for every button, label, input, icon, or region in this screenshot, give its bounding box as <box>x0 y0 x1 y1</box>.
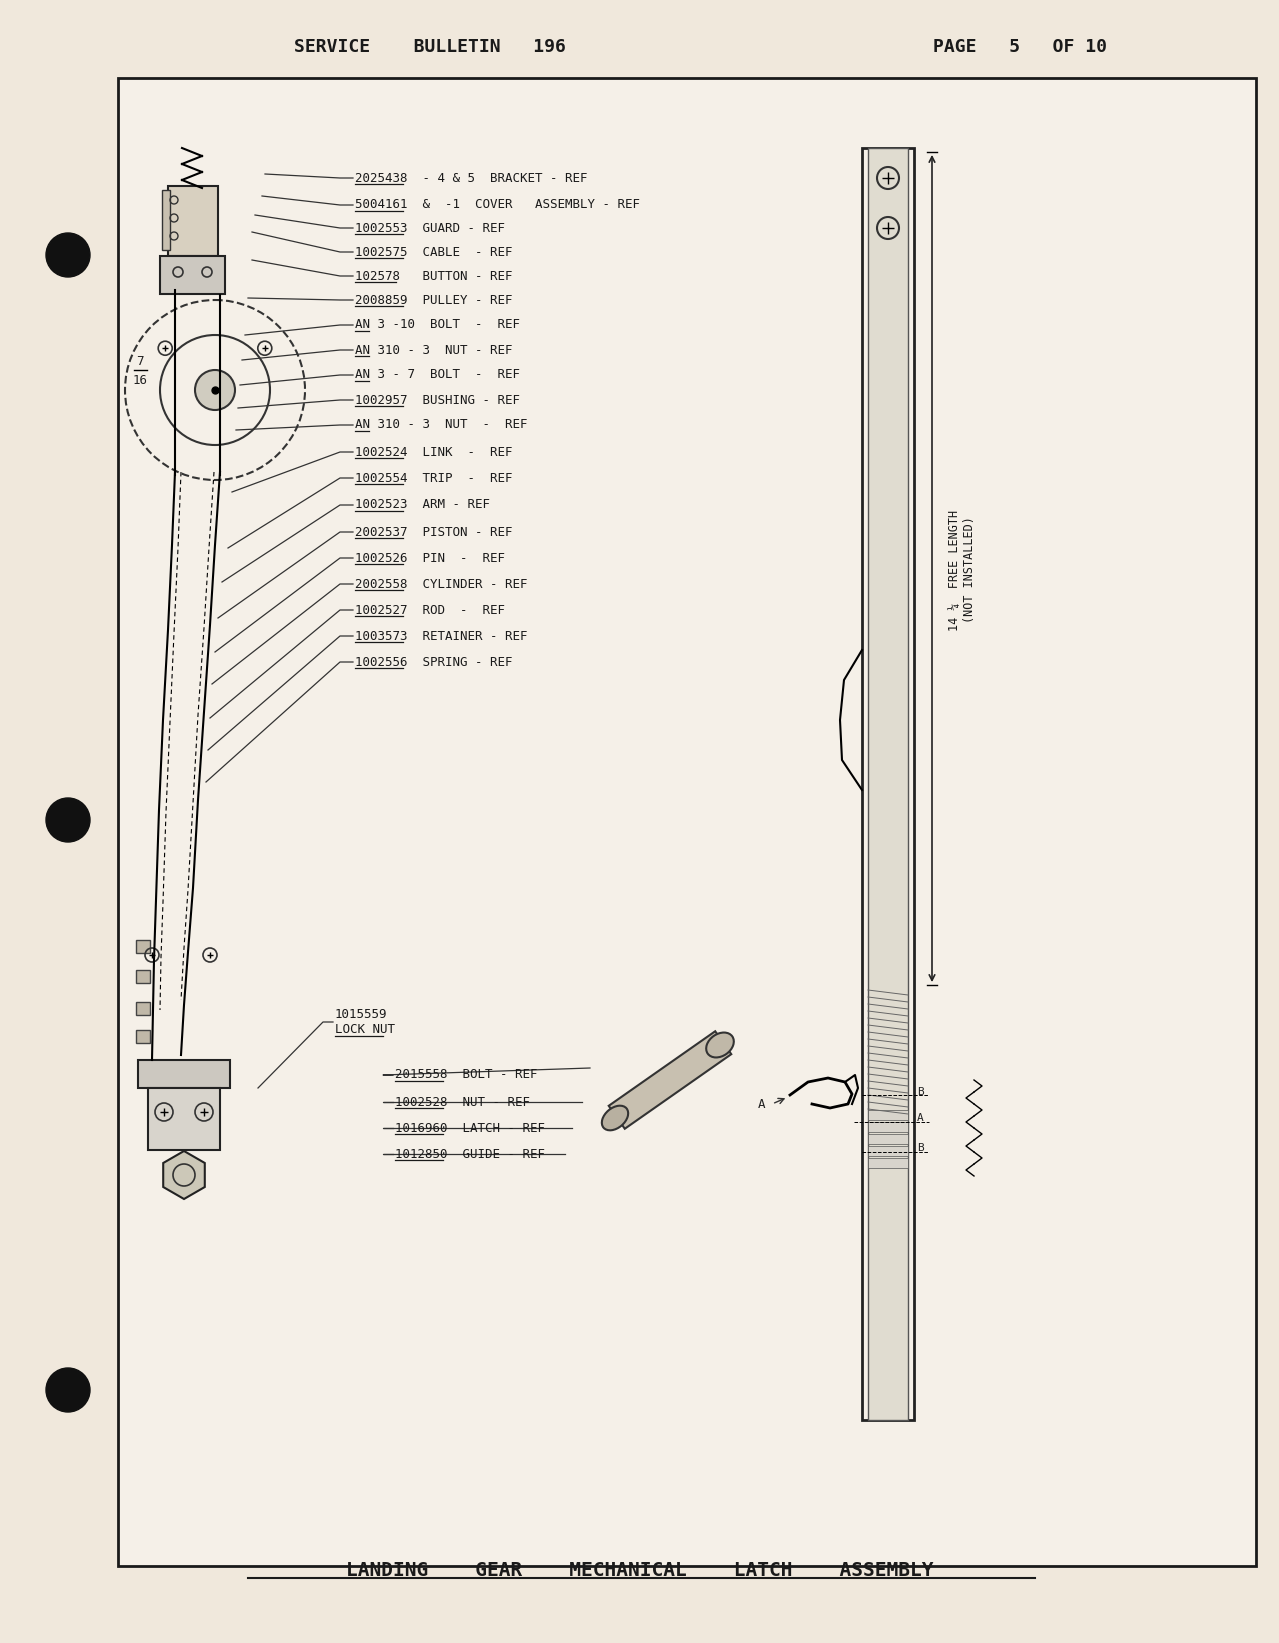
Text: 1003573  RETAINER - REF: 1003573 RETAINER - REF <box>356 629 527 642</box>
Text: SERVICE    BULLETIN   196: SERVICE BULLETIN 196 <box>294 38 565 56</box>
Text: 102578   BUTTON - REF: 102578 BUTTON - REF <box>356 269 513 283</box>
Text: 1002527  ROD  -  REF: 1002527 ROD - REF <box>356 603 505 616</box>
Text: 2002537  PISTON - REF: 2002537 PISTON - REF <box>356 526 513 539</box>
Text: 1002526  PIN  -  REF: 1002526 PIN - REF <box>356 552 505 565</box>
Bar <box>868 148 908 1420</box>
Bar <box>160 256 225 294</box>
Bar <box>868 1134 908 1144</box>
Text: AN 3 - 7  BOLT  -  REF: AN 3 - 7 BOLT - REF <box>356 368 521 381</box>
Circle shape <box>46 798 90 841</box>
Polygon shape <box>609 1032 732 1129</box>
Text: 1002575  CABLE  - REF: 1002575 CABLE - REF <box>356 245 513 258</box>
Text: 1015559
LOCK NUT: 1015559 LOCK NUT <box>335 1009 395 1037</box>
Circle shape <box>46 1369 90 1411</box>
Bar <box>136 1002 150 1015</box>
Text: 2002558  CYLINDER - REF: 2002558 CYLINDER - REF <box>356 577 527 590</box>
Text: PAGE   5   OF 10: PAGE 5 OF 10 <box>932 38 1108 56</box>
Text: 1002524  LINK  -  REF: 1002524 LINK - REF <box>356 445 513 458</box>
Text: A: A <box>758 1099 766 1112</box>
Bar <box>868 1158 908 1168</box>
Circle shape <box>194 370 235 411</box>
Text: 1002528  NUT - REF: 1002528 NUT - REF <box>395 1096 530 1109</box>
Bar <box>868 1122 908 1132</box>
Text: 1002957  BUSHING - REF: 1002957 BUSHING - REF <box>356 394 521 406</box>
Bar <box>138 1060 230 1088</box>
Text: 1002523  ARM - REF: 1002523 ARM - REF <box>356 498 490 511</box>
Bar <box>148 1088 220 1150</box>
Text: B: B <box>917 1144 923 1153</box>
Bar <box>168 186 217 256</box>
Text: B: B <box>917 1088 923 1098</box>
Text: 1002554  TRIP  -  REF: 1002554 TRIP - REF <box>356 472 513 485</box>
Text: AN 310 - 3  NUT  -  REF: AN 310 - 3 NUT - REF <box>356 419 527 432</box>
Text: 7: 7 <box>137 355 143 368</box>
Text: 5004161  &  -1  COVER   ASSEMBLY - REF: 5004161 & -1 COVER ASSEMBLY - REF <box>356 199 640 212</box>
Text: 16: 16 <box>133 375 147 388</box>
Bar <box>136 969 150 983</box>
Text: 1002556  SPRING - REF: 1002556 SPRING - REF <box>356 656 513 669</box>
Bar <box>862 148 914 1420</box>
Text: 1016960  LATCH - REF: 1016960 LATCH - REF <box>395 1122 545 1135</box>
Text: AN 310 - 3  NUT - REF: AN 310 - 3 NUT - REF <box>356 343 513 357</box>
Text: LANDING    GEAR    MECHANICAL    LATCH    ASSEMBLY: LANDING GEAR MECHANICAL LATCH ASSEMBLY <box>347 1561 934 1579</box>
Bar <box>136 940 150 953</box>
Text: 2025438  - 4 & 5  BRACKET - REF: 2025438 - 4 & 5 BRACKET - REF <box>356 171 587 184</box>
Text: AN 3 -10  BOLT  -  REF: AN 3 -10 BOLT - REF <box>356 319 521 332</box>
Ellipse shape <box>706 1032 734 1058</box>
Circle shape <box>46 233 90 278</box>
Text: 1002553  GUARD - REF: 1002553 GUARD - REF <box>356 222 505 235</box>
Text: 2015558  BOLT - REF: 2015558 BOLT - REF <box>395 1068 537 1081</box>
Bar <box>868 1147 908 1157</box>
Ellipse shape <box>602 1106 628 1130</box>
Text: A: A <box>917 1112 923 1124</box>
Text: 1012850  GUIDE - REF: 1012850 GUIDE - REF <box>395 1147 545 1160</box>
Bar <box>118 77 1256 1566</box>
Bar <box>136 1030 150 1043</box>
Text: 2008859  PULLEY - REF: 2008859 PULLEY - REF <box>356 294 513 307</box>
Bar <box>868 1111 908 1121</box>
Bar <box>162 191 170 250</box>
Text: 14 ¼  FREE LENGTH
(NOT INSTALLED): 14 ¼ FREE LENGTH (NOT INSTALLED) <box>948 509 976 631</box>
